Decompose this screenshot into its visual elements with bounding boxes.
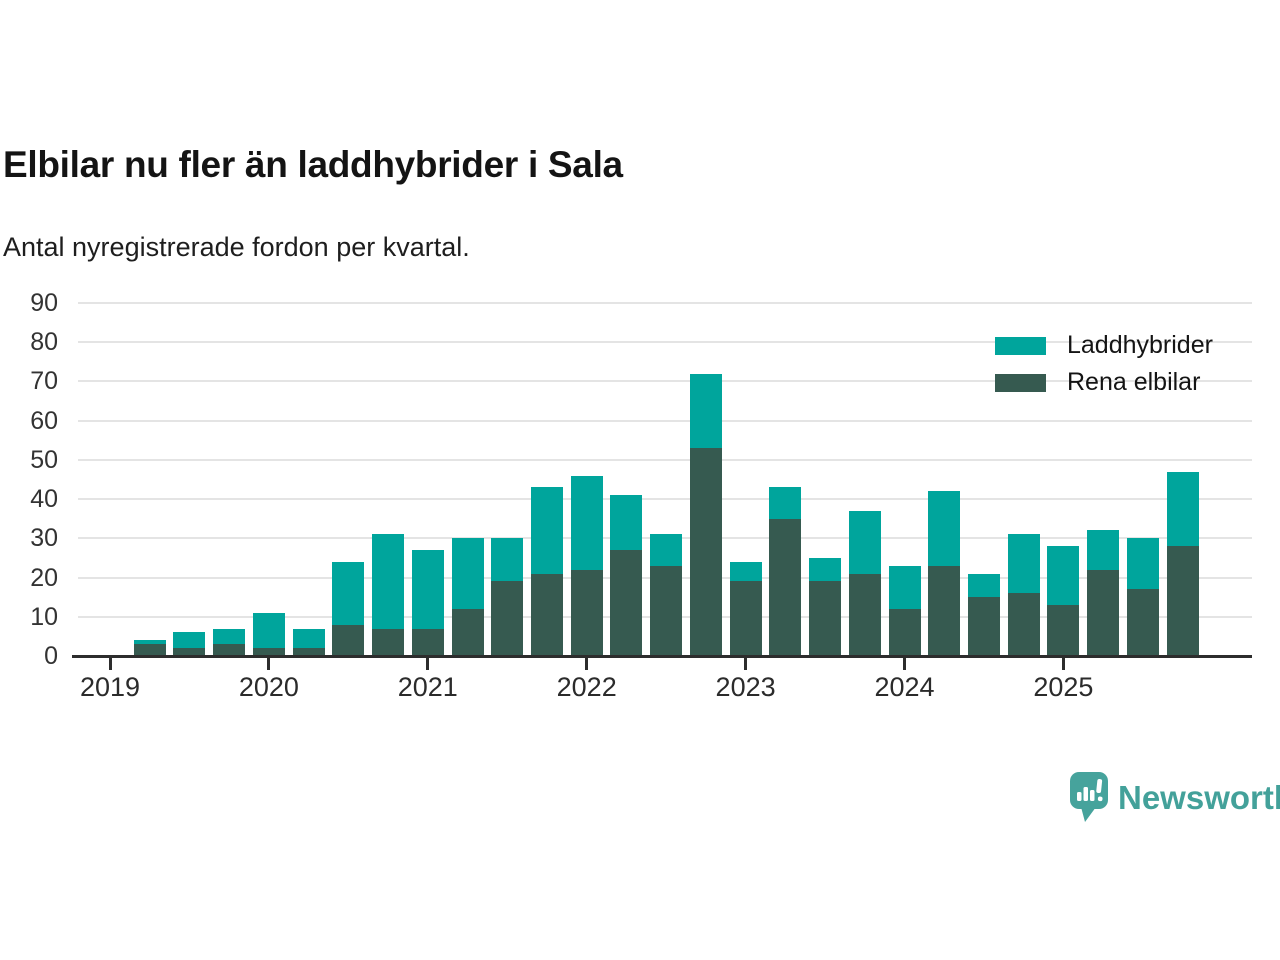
x-axis-tick-label: 2024 [874,672,935,702]
bar-segment-laddhybrider [213,628,246,645]
legend-swatch-laddhybrider [995,336,1046,355]
y-axis-tick-label: 10 [30,602,58,631]
bar-segment-laddhybrider [133,640,166,645]
bar-segment-laddhybrider [650,534,683,566]
bar-segment-laddhybrider [530,487,563,574]
bar-segment-rena-elbilar [451,608,484,656]
bar-segment-rena-elbilar [1166,546,1199,656]
newsworthy-logo-icon [1070,772,1108,822]
bar-segment-laddhybrider [729,561,762,582]
x-axis-tick [108,658,112,670]
legend-label: Laddhybrider [1067,331,1213,359]
bar-segment-laddhybrider [689,373,722,449]
bar-segment-laddhybrider [928,491,961,566]
bar-segment-rena-elbilar [769,518,802,656]
bar-segment-rena-elbilar [570,569,603,656]
bar-segment-laddhybrider [1166,471,1199,547]
legend-item-laddhybrider: Laddhybrider [995,331,1213,360]
bar-segment-rena-elbilar [1007,593,1040,656]
gridline [78,458,1252,461]
bar-segment-laddhybrider [1047,546,1080,605]
newsworthy-branding: Newsworthy [1070,772,1280,824]
y-axis-tick-label: 30 [30,524,58,553]
bar-segment-laddhybrider [570,475,603,570]
gridline [78,302,1252,304]
bar-segment-laddhybrider [888,565,921,609]
y-axis-tick-label: 60 [30,406,58,435]
bar-segment-laddhybrider [1007,534,1040,594]
x-axis-tick-label: 2019 [79,672,141,702]
bar-segment-laddhybrider [610,495,643,551]
y-axis-tick-label: 40 [30,485,58,514]
legend-label: Rena elbilar [1067,368,1201,396]
newsworthy-wordmark: Newsworthy [1118,779,1280,816]
bar-segment-laddhybrider [332,561,365,625]
x-axis-tick [585,658,589,670]
bar-segment-rena-elbilar [809,581,842,656]
x-axis-tick [903,658,906,670]
bar-segment-rena-elbilar [967,597,1000,656]
x-axis-tick [267,658,271,670]
bar-segment-rena-elbilar [173,648,206,656]
x-axis-tick [1061,658,1065,670]
y-axis-tick-label: 0 [44,642,58,670]
bar-segment-laddhybrider [1126,538,1159,590]
bar-segment-rena-elbilar [292,648,325,656]
bar-segment-rena-elbilar [252,648,285,656]
x-axis-tick-label: 2025 [1033,672,1094,702]
y-axis-tick-label: 80 [30,328,58,357]
y-axis-tick-label: 50 [30,445,58,474]
y-axis-tick-label: 70 [30,367,58,396]
bar-segment-laddhybrider [252,612,285,649]
chart-subtitle: Antal nyregistrerade fordon per kvartal. [3,232,470,262]
x-axis-tick [744,658,748,670]
bar-segment-rena-elbilar [610,550,643,656]
bar-segment-rena-elbilar [133,644,166,656]
bar-segment-laddhybrider [1087,530,1120,570]
bar-segment-laddhybrider [292,628,325,649]
bar-segment-laddhybrider [809,557,842,582]
bar-segment-rena-elbilar [1087,569,1120,656]
bar-segment-rena-elbilar [848,573,881,656]
y-axis-tick-label: 90 [30,289,58,317]
gridline [78,498,1252,501]
legend-swatch-rena-elbilar [995,373,1046,392]
bar-segment-rena-elbilar [1126,589,1159,656]
y-axis-tick-label: 20 [30,563,58,592]
bar-segment-rena-elbilar [689,448,722,656]
chart-title: Elbilar nu fler än laddhybrider i Sala [3,144,623,185]
x-axis-tick-label: 2021 [397,672,458,702]
bar-segment-laddhybrider [491,538,524,582]
gridline [78,341,1252,344]
bar-segment-laddhybrider [372,534,405,629]
bar-segment-rena-elbilar [530,573,563,656]
bar-segment-rena-elbilar [1047,605,1080,656]
bar-segment-laddhybrider [769,487,802,519]
bar-segment-rena-elbilar [213,644,246,656]
bar-segment-rena-elbilar [411,628,444,656]
bar-segment-laddhybrider [451,538,484,609]
x-axis-line [72,655,1252,658]
gridline [78,380,1252,383]
x-axis-tick-label: 2023 [715,672,776,702]
gridline [78,419,1252,422]
bar-segment-laddhybrider [967,573,1000,598]
bar-segment-rena-elbilar [650,565,683,656]
bar-segment-rena-elbilar [729,581,762,656]
bar-segment-rena-elbilar [888,608,921,656]
x-axis-tick [426,658,430,670]
bar-segment-laddhybrider [173,632,206,649]
bar-segment-rena-elbilar [928,565,961,656]
bar-segment-laddhybrider [848,510,881,574]
bar-segment-rena-elbilar [332,624,365,656]
x-axis-tick-label: 2022 [556,672,617,702]
bar-segment-rena-elbilar [372,628,405,656]
bar-segment-rena-elbilar [491,581,524,656]
x-axis-tick-label: 2020 [238,672,299,702]
bar-segment-laddhybrider [411,550,444,629]
legend-item-rena-elbilar: Rena elbilar [995,368,1200,397]
